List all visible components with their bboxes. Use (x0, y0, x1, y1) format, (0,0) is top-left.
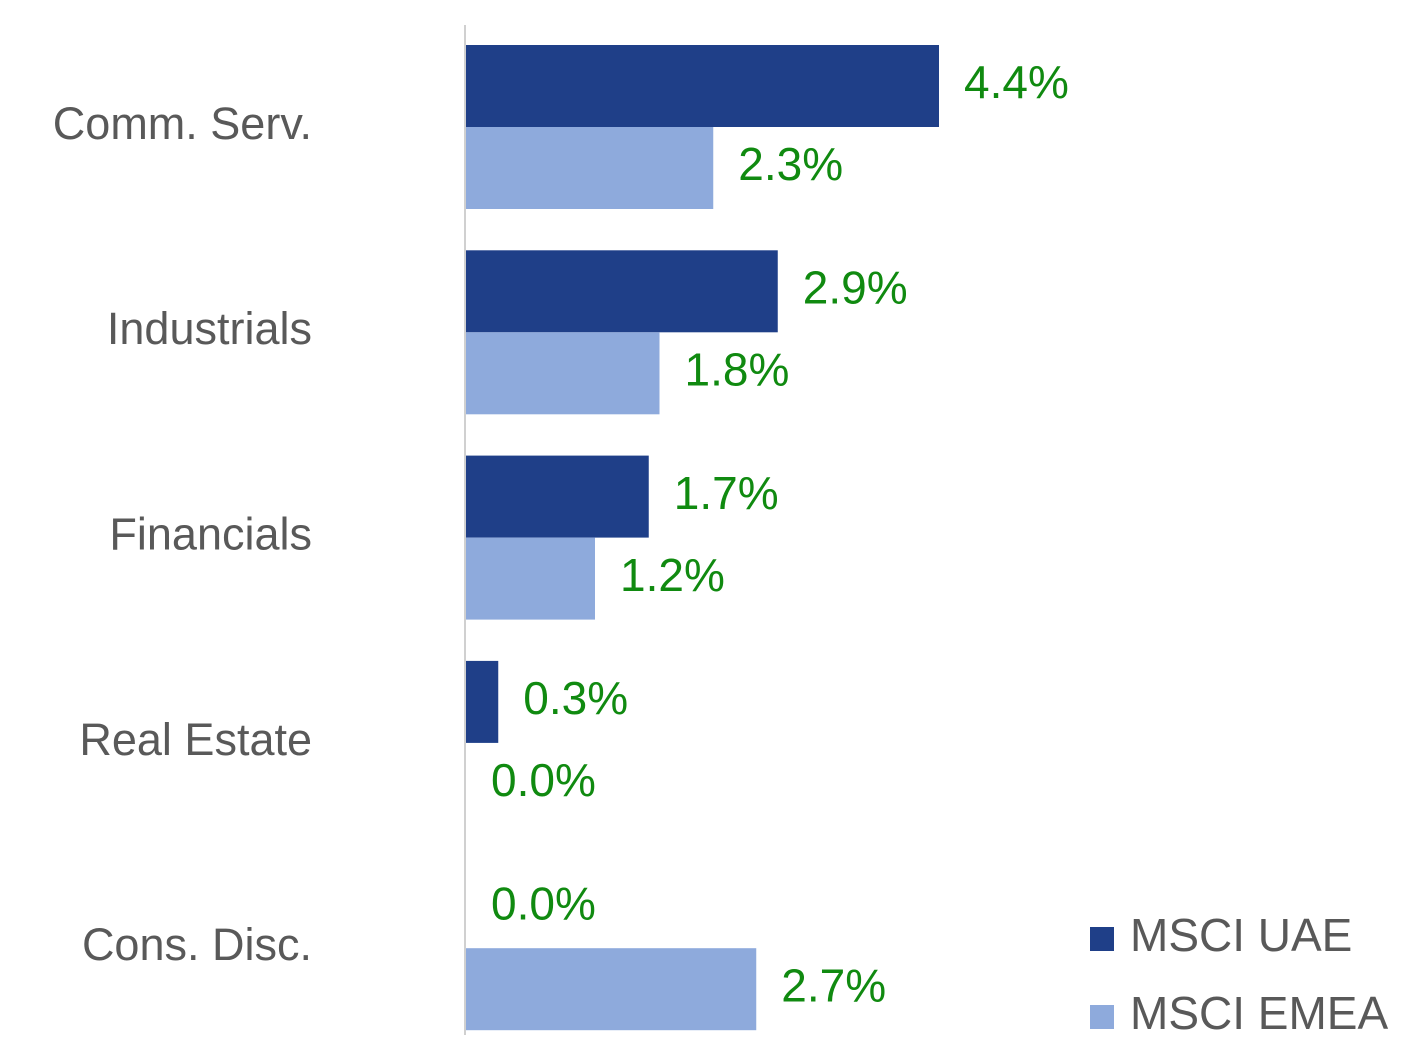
value-label: 0.0% (491, 877, 596, 929)
legend-label: MSCI EMEA (1130, 987, 1388, 1039)
bar (466, 332, 660, 415)
category-label: Financials (109, 508, 312, 559)
category-label: Industrials (107, 303, 312, 354)
legend-label: MSCI UAE (1130, 909, 1352, 961)
value-label: 2.9% (803, 261, 908, 313)
value-label: 1.2% (620, 549, 725, 601)
category-label: Real Estate (79, 714, 312, 765)
bar (466, 948, 757, 1031)
bar (466, 127, 714, 209)
bar (466, 45, 939, 127)
bar (466, 660, 499, 743)
category-label: Comm. Serv. (53, 98, 312, 149)
value-label: 0.3% (523, 672, 628, 724)
value-label: 4.4% (964, 56, 1069, 108)
value-label: 2.7% (781, 959, 886, 1011)
value-label: 0.0% (491, 754, 596, 806)
legend-swatch (1090, 927, 1114, 951)
bar (466, 455, 649, 538)
bar (466, 250, 778, 333)
value-label: 1.7% (674, 467, 779, 519)
legend-swatch (1090, 1005, 1114, 1029)
value-label: 2.3% (738, 138, 843, 190)
category-label: Cons. Disc. (82, 919, 312, 970)
value-label: 1.8% (685, 343, 790, 395)
bar (466, 537, 595, 620)
